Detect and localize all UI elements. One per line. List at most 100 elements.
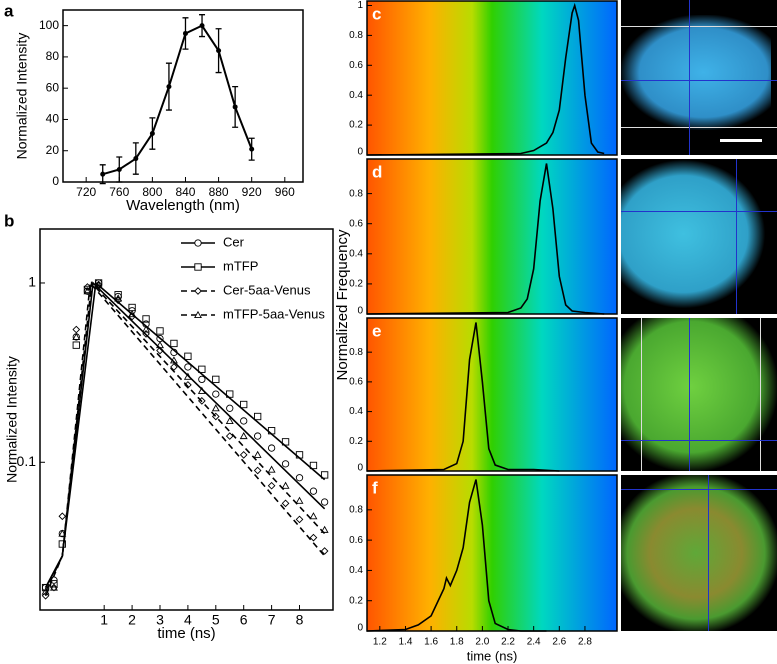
data-point [142,325,151,333]
data-point [94,279,103,287]
x-tick-label: 1.4 [399,637,413,648]
y-tick-label: 40 [46,112,60,126]
data-point [253,466,262,475]
y-tick-label: 0.6 [349,218,363,229]
data-point [320,525,329,533]
y-tick-label: 20 [46,143,60,157]
data-point [169,356,178,364]
plot-frame [62,9,304,183]
panel-label: f [372,478,378,497]
data-point [41,591,50,600]
data-point [114,291,122,299]
data-point [184,363,192,371]
spectrum-background [367,159,617,314]
data-point [295,515,304,524]
x-tick-label: 1.2 [373,637,387,648]
y-axis-label: Normalized Frequency [334,229,351,380]
y-axis-label: Normalized Intensity [14,33,30,160]
y-tick-label: 0.4 [349,565,363,576]
y-tick-label: 0.4 [349,90,363,101]
y-tick-label: 0.4 [349,406,363,417]
data-point [50,583,58,592]
x-tick-label: 920 [242,185,262,199]
data-point [72,325,81,334]
fit-line [44,281,326,588]
y-tick-label: 0.8 [349,188,363,199]
y-tick-label: 0.6 [349,60,363,71]
y-tick-label: 0.6 [349,535,363,546]
data-point [41,587,50,595]
data-point [197,386,206,394]
data-point [114,294,123,302]
data-point [225,416,234,424]
cell-image [621,318,777,471]
data-line [366,2,605,156]
data-point [232,104,238,110]
data-point [295,496,304,504]
cell-image [621,0,777,155]
data-point [309,512,318,520]
data-point [320,547,329,555]
x-tick-label: 4 [184,612,192,628]
data-point [72,332,81,340]
data-point [216,48,222,54]
data-point [239,431,248,440]
x-tick-label: 2.8 [578,637,592,648]
data-point [211,404,220,412]
x-axis-label: time (ns) [467,648,518,663]
y-tick-label: 0.2 [349,595,363,606]
x-tick-label: 960 [275,185,295,199]
y-tick-label: 100 [39,18,59,32]
data-point [184,352,192,360]
data-point [212,390,220,398]
data-point [267,444,276,452]
data-point [156,341,164,349]
data-point [281,438,290,446]
data-point [194,310,202,319]
x-tick-label: 2.0 [475,637,489,648]
cell-image [621,159,777,314]
data-point [281,481,290,489]
fit-line [44,281,326,592]
data-point [72,341,80,349]
y-tick-label: 1 [357,0,363,11]
data-point [295,451,304,459]
data-point [267,427,276,435]
y-axis-label: Normalized Intensity [4,356,20,483]
panel-label: e [372,321,381,340]
fit-line [44,281,326,588]
data-point [194,239,202,247]
panel-label: a [4,1,14,20]
x-tick-label: 840 [175,185,195,199]
legend-label: Cer [223,234,245,249]
data-point [253,450,262,458]
data-point [142,330,150,338]
data-point [295,474,304,482]
data-line [366,479,547,632]
x-tick-label: 880 [209,185,229,199]
x-axis-label: Wavelength (nm) [126,197,240,214]
y-tick-label: 0 [357,306,363,317]
data-point [149,131,155,137]
x-tick-label: 1 [100,612,108,628]
legend-label: Cer-5aa-Venus [223,282,311,297]
data-point [156,346,164,355]
y-tick-label: 0 [52,174,59,188]
y-tick-label: 0.8 [349,30,363,41]
data-line [102,24,253,176]
y-tick-label: 0.8 [349,504,363,515]
plot-frame [366,317,618,472]
data-point [194,287,202,295]
y-tick-label: 0.2 [349,436,363,447]
x-tick-label: 7 [268,612,276,628]
y-tick-label: 0.2 [349,279,363,290]
y-tick-label: 0 [357,623,363,634]
x-tick-label: 2.6 [552,637,566,648]
data-point [254,412,262,421]
data-point [142,315,150,323]
panel-label: d [372,162,382,181]
data-point [309,461,318,470]
data-point [240,417,248,425]
data-point [58,512,67,521]
y-tick-label: 0.4 [349,248,363,259]
